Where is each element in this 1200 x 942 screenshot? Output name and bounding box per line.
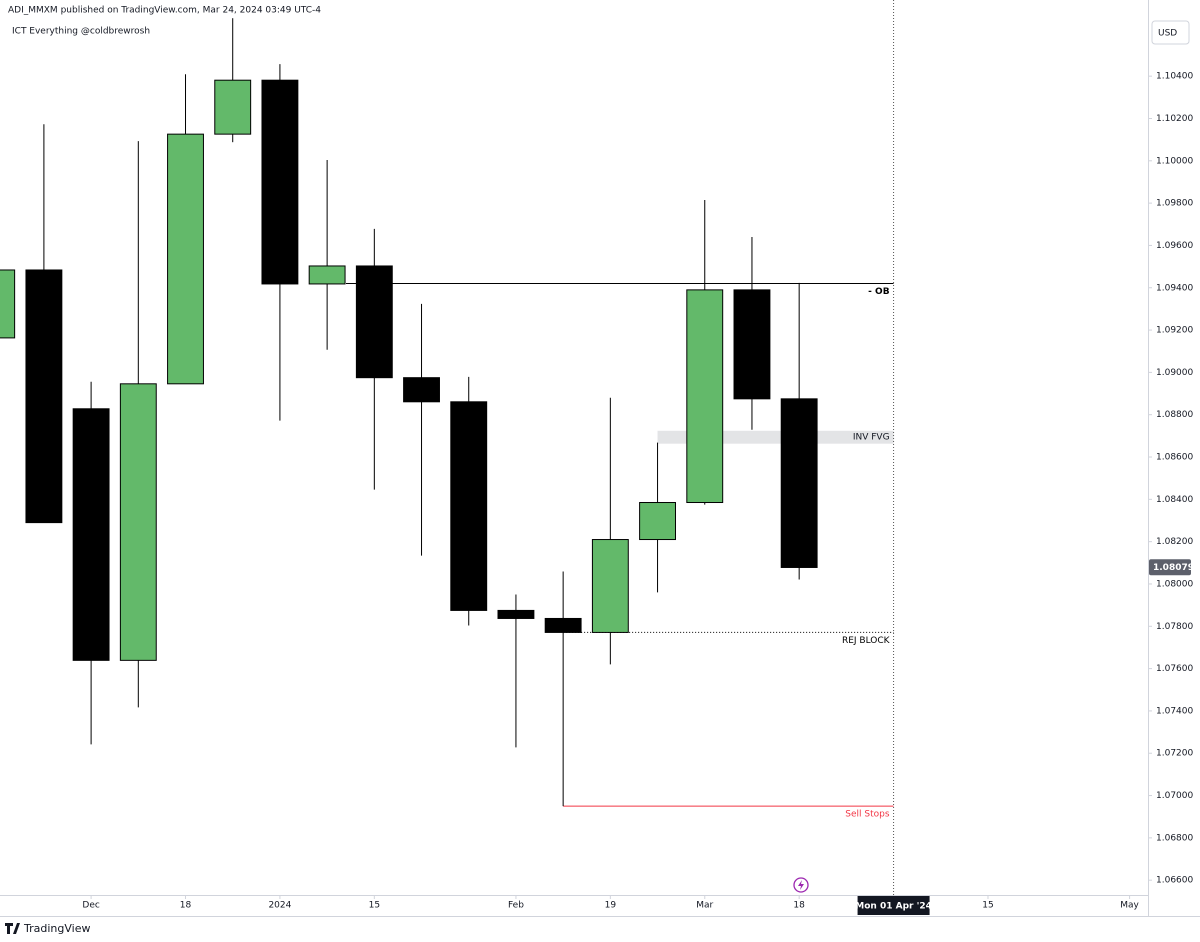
y-tick-label: 1.08400 (1156, 495, 1193, 505)
plot-area (0, 18, 894, 807)
x-tick-label: 15 (369, 901, 380, 911)
y-tick-label: 1.07000 (1156, 791, 1193, 801)
y-tick-label: 1.09600 (1156, 241, 1193, 251)
last-price-box (1149, 559, 1191, 576)
y-tick-label: 1.07800 (1156, 622, 1193, 632)
y-tick-label: 1.08600 (1156, 453, 1193, 463)
currency: USD (1158, 29, 1177, 39)
brand: TradingView (23, 922, 90, 935)
indicator: ICT Everything @coldbrewrosh (12, 27, 150, 37)
y-tick-label: 1.09800 (1156, 199, 1193, 209)
candle-body (450, 401, 488, 611)
candle-body (591, 539, 629, 633)
tradingview-logo (5, 923, 20, 934)
cursor-label: Mon 01 Apr '24 (855, 902, 932, 912)
x-tick-label: Mar (696, 901, 713, 911)
candle-body (403, 377, 440, 403)
candle-body (497, 609, 535, 619)
y-tick-label: 1.09000 (1156, 368, 1193, 378)
level-label: - OB (868, 287, 890, 297)
cursor-label-box (857, 896, 930, 915)
x-tick-label: Dec (82, 901, 99, 911)
x-tick-label: 15 (982, 901, 993, 911)
x-tick-label: 18 (180, 901, 192, 911)
y-tick-label: 1.10400 (1156, 72, 1193, 82)
candle-body (544, 617, 582, 633)
candle-body (261, 79, 299, 285)
last-price-label: 1.08079 (1153, 563, 1194, 573)
x-tick-label: May (1120, 901, 1139, 911)
zone-label: INV FVG (853, 433, 890, 443)
lightning-icon[interactable] (793, 877, 809, 893)
y-tick-label: 1.07600 (1156, 664, 1193, 674)
y-tick-label: 1.07400 (1156, 706, 1193, 716)
candle-body (72, 408, 110, 661)
y-tick-label: 1.09400 (1156, 283, 1193, 293)
candle-body (639, 502, 676, 541)
candle-body (167, 133, 204, 385)
candle-body (308, 265, 346, 285)
candle-body (733, 289, 771, 400)
publisher: ADI_MMXM published on TradingView.com, M… (8, 6, 321, 16)
currency-box[interactable] (1151, 20, 1190, 45)
y-tick-label: 1.07200 (1156, 749, 1193, 759)
level-label: REJ BLOCK (842, 636, 891, 646)
y-tick-label: 1.08000 (1156, 579, 1193, 589)
y-tick-label: 1.10000 (1156, 156, 1193, 166)
candle-body (119, 383, 157, 661)
candle-body (25, 269, 63, 524)
y-tick-label: 1.09200 (1156, 326, 1193, 336)
level-label: Sell Stops (845, 810, 890, 820)
y-tick-label: 1.06600 (1156, 876, 1193, 886)
x-tick-label: 18 (793, 901, 805, 911)
y-tick-label: 1.06800 (1156, 833, 1193, 843)
candle-body (0, 269, 16, 339)
y-tick-label: 1.08200 (1156, 537, 1193, 547)
x-tick-label: Feb (508, 901, 524, 911)
y-tick-label: 1.08800 (1156, 410, 1193, 420)
candle-body (214, 79, 252, 135)
candle-body (355, 265, 393, 379)
y-tick-label: 1.10200 (1156, 114, 1193, 124)
candle-body (780, 398, 818, 568)
candle-body (686, 289, 724, 504)
x-tick-label: 19 (605, 901, 617, 911)
x-tick-label: 2024 (268, 901, 291, 911)
